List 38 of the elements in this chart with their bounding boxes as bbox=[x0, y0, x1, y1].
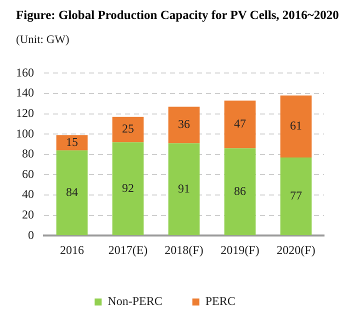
legend-label: Non-PERC bbox=[108, 294, 162, 308]
y-tick-label: 160 bbox=[16, 65, 34, 80]
chart-subtitle: (Unit: GW) bbox=[16, 34, 70, 46]
bar bbox=[224, 148, 256, 236]
y-tick-label: 80 bbox=[22, 146, 34, 161]
data-label: 92 bbox=[122, 180, 134, 195]
bar bbox=[112, 142, 144, 236]
bar bbox=[56, 150, 88, 236]
y-tick-label: 100 bbox=[16, 126, 34, 140]
data-label: 86 bbox=[234, 184, 246, 198]
y-tick-label: 20 bbox=[22, 207, 34, 222]
chart-title: Figure: Global Production Capacity for PV Cells, 2016~2020 bbox=[16, 8, 339, 23]
legend-label: PERC bbox=[205, 294, 236, 308]
data-label: 91 bbox=[178, 181, 190, 196]
y-tick-label: 0 bbox=[28, 228, 34, 242]
x-tick-label: 2016 bbox=[60, 242, 84, 257]
data-label: 77 bbox=[290, 188, 302, 202]
y-tick-label: 60 bbox=[22, 166, 34, 181]
data-label: 84 bbox=[66, 184, 78, 199]
bar bbox=[280, 96, 312, 158]
data-label: 61 bbox=[290, 118, 302, 133]
y-tick-label: 120 bbox=[16, 106, 34, 120]
x-tick-label: 2020(F) bbox=[276, 242, 316, 257]
y-tick-label: 40 bbox=[22, 187, 34, 202]
bar bbox=[168, 106, 200, 144]
bar bbox=[168, 143, 200, 236]
bar bbox=[280, 157, 312, 236]
data-label: 36 bbox=[178, 117, 190, 132]
data-label: 25 bbox=[122, 122, 134, 136]
x-tick-label: 2019(F) bbox=[220, 242, 260, 257]
y-tick-label: 140 bbox=[16, 86, 34, 100]
bar bbox=[56, 135, 88, 150]
bar bbox=[112, 116, 144, 142]
x-tick-label: 2018(F) bbox=[164, 242, 204, 257]
x-tick-label: 2017(E) bbox=[108, 242, 148, 257]
bar bbox=[224, 100, 256, 148]
data-label: 15 bbox=[66, 134, 78, 149]
data-label: 47 bbox=[234, 116, 246, 131]
